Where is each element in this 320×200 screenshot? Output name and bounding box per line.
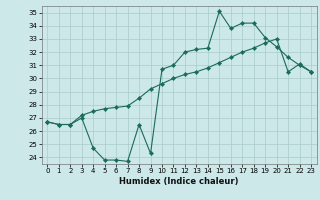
X-axis label: Humidex (Indice chaleur): Humidex (Indice chaleur) bbox=[119, 177, 239, 186]
